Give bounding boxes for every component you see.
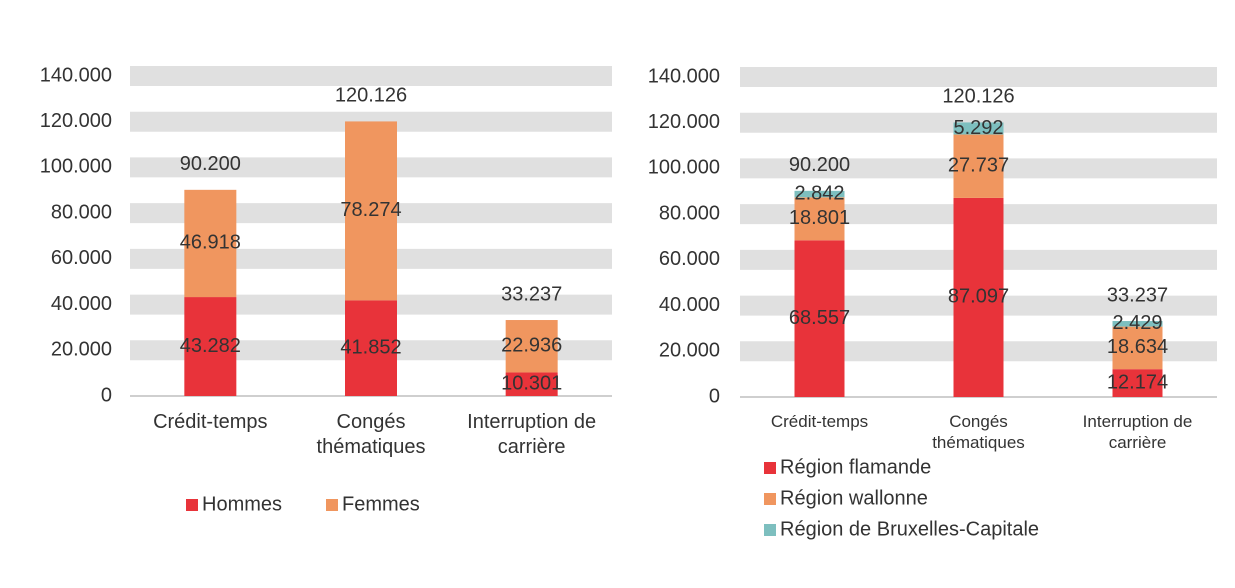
legend-swatch: [764, 524, 776, 536]
value-label: 43.282: [180, 335, 241, 357]
y-tick-label: 60.000: [659, 248, 720, 270]
y-tick-label: 0: [101, 384, 112, 406]
bar-segment: [184, 297, 237, 396]
x-tick-label: Interruption de carrière: [1082, 412, 1193, 453]
legend-label: Région wallonne: [780, 487, 928, 509]
bar-segment: [953, 134, 1004, 198]
legend-label: Femmes: [342, 493, 420, 515]
value-label: 78.274: [340, 199, 401, 221]
total-label: 33.237: [1107, 284, 1168, 306]
y-tick-label: 100.000: [648, 157, 720, 179]
legend-swatch: [186, 499, 198, 511]
y-tick-label: 120.000: [648, 111, 720, 133]
bar-segment: [1112, 369, 1163, 397]
bar-segment: [1112, 326, 1163, 370]
x-tick-label: Congés thématiques: [316, 411, 426, 458]
bar-segment: [345, 300, 397, 396]
value-label: 10.301: [501, 373, 562, 395]
y-tick-label: 40.000: [51, 293, 112, 315]
y-tick-label: 100.000: [40, 156, 112, 178]
bar-segment: [505, 372, 558, 396]
bar-segment: [184, 189, 237, 298]
total-label: 120.126: [942, 86, 1014, 108]
x-tick-label: Crédit-temps: [153, 411, 268, 433]
x-tick-label: Congés thématiques: [932, 412, 1025, 453]
y-tick-label: 20.000: [51, 339, 112, 361]
value-label: 68.557: [789, 307, 850, 329]
total-label: 120.126: [335, 85, 407, 107]
value-label: 27.737: [948, 155, 1009, 177]
legend-label: Hommes: [202, 493, 282, 515]
y-tick-label: 80.000: [659, 202, 720, 224]
bar-segment: [794, 190, 845, 198]
legend-swatch: [764, 493, 776, 505]
bar-segment: [794, 240, 845, 397]
bar-segment: [953, 197, 1004, 397]
value-label: 5.292: [953, 117, 1003, 139]
value-label: 18.801: [789, 207, 850, 229]
value-label: 2.429: [1112, 312, 1162, 334]
y-tick-label: 40.000: [659, 294, 720, 316]
legend-label: Région de Bruxelles-Capitale: [780, 518, 1039, 540]
total-label: 90.200: [789, 154, 850, 176]
value-label: 41.852: [340, 336, 401, 358]
y-tick-label: 20.000: [659, 340, 720, 362]
value-label: 22.936: [501, 335, 562, 357]
total-label: 33.237: [501, 283, 562, 305]
value-label: 18.634: [1107, 336, 1168, 358]
y-tick-label: 0: [709, 385, 720, 407]
x-tick-label: Crédit-temps: [770, 412, 869, 431]
y-tick-label: 120.000: [40, 110, 112, 132]
bar-segment: [794, 197, 845, 241]
legend-label: Région flamande: [780, 456, 931, 478]
legend-swatch: [764, 462, 776, 474]
value-label: 12.174: [1107, 371, 1168, 393]
y-tick-label: 80.000: [51, 201, 112, 223]
bar-segment: [1112, 321, 1163, 327]
total-label: 90.200: [180, 153, 241, 175]
bar-segment: [953, 122, 1004, 135]
legend-swatch: [326, 499, 338, 511]
y-tick-label: 60.000: [51, 247, 112, 269]
bar-segment: [505, 320, 558, 373]
value-label: 87.097: [948, 286, 1009, 308]
bar-segment: [345, 121, 397, 301]
value-label: 46.918: [180, 232, 241, 254]
value-label: 2.842: [794, 182, 844, 204]
x-tick-label: Interruption de carrière: [467, 411, 597, 458]
y-tick-label: 140.000: [40, 64, 112, 86]
y-tick-label: 140.000: [648, 65, 720, 87]
